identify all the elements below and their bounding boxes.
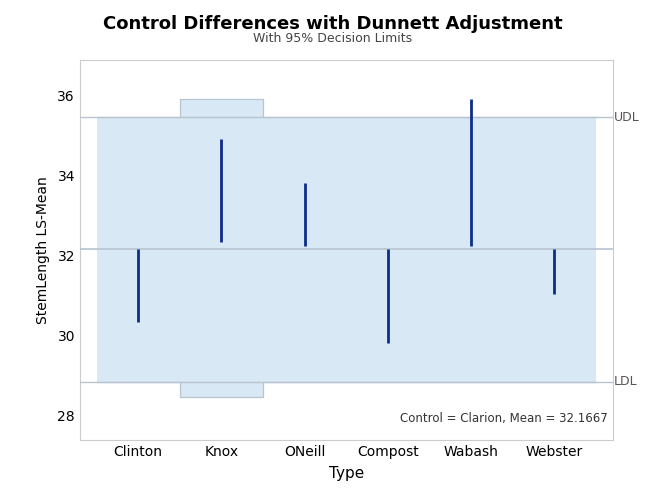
Text: LDL: LDL bbox=[614, 375, 637, 388]
Polygon shape bbox=[97, 99, 596, 397]
Text: With 95% Decision Limits: With 95% Decision Limits bbox=[254, 32, 412, 46]
Text: Control = Clarion, Mean = 32.1667: Control = Clarion, Mean = 32.1667 bbox=[400, 412, 607, 425]
X-axis label: Type: Type bbox=[329, 466, 364, 481]
Text: UDL: UDL bbox=[614, 110, 639, 124]
Text: Control Differences with Dunnett Adjustment: Control Differences with Dunnett Adjustm… bbox=[103, 15, 563, 33]
Y-axis label: StemLength LS-Mean: StemLength LS-Mean bbox=[37, 176, 51, 324]
